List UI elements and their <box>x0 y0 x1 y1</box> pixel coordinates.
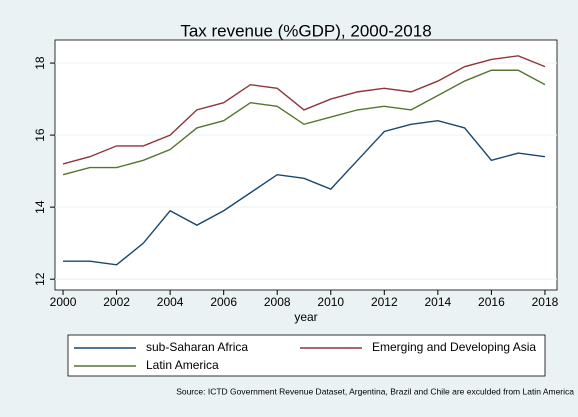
plot-area <box>54 39 558 291</box>
y-tick-label: 14 <box>33 200 47 214</box>
line-series <box>63 119 546 266</box>
x-tick-label: 2004 <box>157 295 184 309</box>
legend-label: Emerging and Developing Asia <box>372 340 536 354</box>
x-tick-label: 2016 <box>478 295 505 309</box>
y-tick-label: 12 <box>33 272 47 286</box>
x-tick-label: 2010 <box>317 295 344 309</box>
legend-label: sub-Saharan Africa <box>146 340 248 354</box>
x-tick-label: 2012 <box>371 295 398 309</box>
line-series <box>62 69 546 176</box>
legend <box>67 334 546 377</box>
y-tick-label: 18 <box>33 56 47 70</box>
x-tick-label: 2008 <box>264 295 291 309</box>
line-series <box>62 55 546 165</box>
legend-label: Latin America <box>146 358 219 372</box>
source-note: Source: ICTD Government Revenue Dataset,… <box>176 386 574 396</box>
x-tick-label: 2018 <box>532 295 559 309</box>
x-tick-label: 2000 <box>50 295 77 309</box>
x-tick-label: 2006 <box>210 295 237 309</box>
y-tick-label: 16 <box>33 128 47 142</box>
chart-title: Tax revenue (%GDP), 2000-2018 <box>180 21 431 40</box>
x-tick-label: 2002 <box>103 295 130 309</box>
x-axis-label: year <box>294 310 317 324</box>
x-tick-label: 2014 <box>425 295 452 309</box>
